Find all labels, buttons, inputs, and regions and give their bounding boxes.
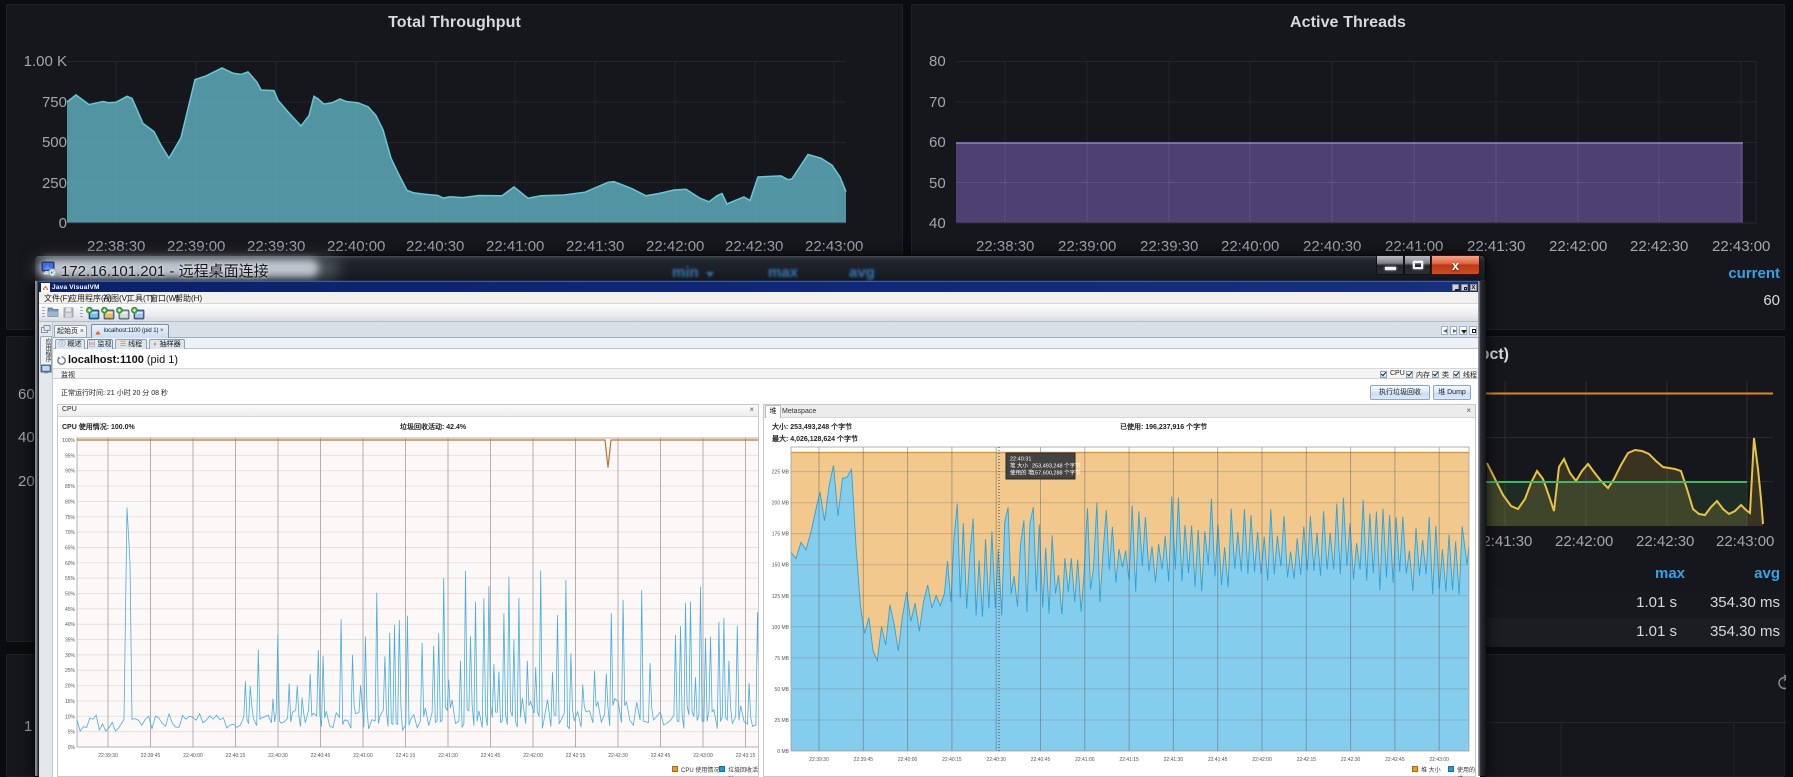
- svg-text:22:39:45: 22:39:45: [854, 757, 874, 763]
- svg-text:22:41:45: 22:41:45: [481, 753, 501, 759]
- svg-text:22:42:15: 22:42:15: [566, 753, 586, 759]
- svg-text:22:42:45: 22:42:45: [651, 753, 671, 759]
- svg-text:95%: 95%: [65, 453, 76, 459]
- svg-text:65%: 65%: [65, 546, 76, 552]
- svg-text:40%: 40%: [65, 622, 76, 628]
- svg-text:22:41:30: 22:41:30: [438, 753, 458, 759]
- svg-text:125 MB: 125 MB: [772, 594, 790, 600]
- svg-text:22:41:45: 22:41:45: [1208, 757, 1228, 763]
- svg-text:100%: 100%: [62, 438, 75, 444]
- svg-text:45%: 45%: [65, 607, 76, 613]
- svg-text:20%: 20%: [65, 684, 76, 690]
- svg-text:22:41:30: 22:41:30: [1164, 757, 1184, 763]
- svg-text:55%: 55%: [65, 576, 76, 582]
- svg-text:22:40:15: 22:40:15: [226, 753, 246, 759]
- svg-text:22:40:45: 22:40:45: [1031, 757, 1051, 763]
- svg-text:22:39:30: 22:39:30: [98, 753, 118, 759]
- svg-text:22:40:30: 22:40:30: [986, 757, 1006, 763]
- svg-text:22:41:15: 22:41:15: [1119, 757, 1139, 763]
- svg-text:22:43:00: 22:43:00: [1429, 757, 1449, 763]
- svg-text:22:42:15: 22:42:15: [1297, 757, 1317, 763]
- svg-text:150 MB: 150 MB: [772, 563, 790, 569]
- svg-text:0 MB: 0 MB: [777, 749, 789, 755]
- svg-text:22:40:00: 22:40:00: [183, 753, 203, 759]
- svg-text:22:40:31: 22:40:31: [1010, 457, 1031, 463]
- svg-text:22:42:45: 22:42:45: [1385, 757, 1405, 763]
- svg-text:22:42:30: 22:42:30: [608, 753, 628, 759]
- svg-text:0%: 0%: [68, 745, 76, 751]
- svg-text:22:43:15: 22:43:15: [736, 753, 756, 759]
- svg-text:15%: 15%: [65, 699, 76, 705]
- svg-text:25 MB: 25 MB: [775, 718, 790, 724]
- svg-text:200 MB: 200 MB: [772, 501, 790, 507]
- svg-text:22:41:15: 22:41:15: [396, 753, 416, 759]
- svg-text:22:41:00: 22:41:00: [353, 753, 373, 759]
- svg-text:75 MB: 75 MB: [775, 656, 790, 662]
- svg-text:22:40:00: 22:40:00: [898, 757, 918, 763]
- svg-text:22:43:00: 22:43:00: [693, 753, 713, 759]
- svg-text:22:41:00: 22:41:00: [1075, 757, 1095, 763]
- svg-text:225 MB: 225 MB: [772, 470, 790, 476]
- svg-text:80%: 80%: [65, 499, 76, 505]
- svg-text:22:40:30: 22:40:30: [268, 753, 288, 759]
- svg-text:157,600,288 个字节: 157,600,288 个字节: [1032, 469, 1081, 477]
- svg-text:50 MB: 50 MB: [775, 687, 790, 693]
- svg-text:10%: 10%: [65, 714, 76, 720]
- svg-text:25%: 25%: [65, 668, 76, 674]
- svg-text:22:39:30: 22:39:30: [809, 757, 829, 763]
- svg-text:70%: 70%: [65, 530, 76, 536]
- svg-text:253,493,248 个字节: 253,493,248 个字节: [1032, 462, 1081, 470]
- svg-text:30%: 30%: [65, 653, 76, 659]
- svg-text:22:42:00: 22:42:00: [523, 753, 543, 759]
- svg-text:22:42:00: 22:42:00: [1252, 757, 1272, 763]
- svg-text:50%: 50%: [65, 592, 76, 598]
- svg-text:22:40:45: 22:40:45: [311, 753, 331, 759]
- svg-text:90%: 90%: [65, 469, 76, 475]
- svg-text:使用的 堆: 使用的 堆: [1010, 469, 1034, 477]
- svg-text:60%: 60%: [65, 561, 76, 567]
- svg-text:22:39:45: 22:39:45: [141, 753, 161, 759]
- svg-text:22:42:30: 22:42:30: [1341, 757, 1361, 763]
- svg-text:75%: 75%: [65, 515, 76, 521]
- svg-text:堆 大小: 堆 大小: [1010, 462, 1029, 470]
- svg-text:5%: 5%: [68, 730, 76, 736]
- svg-text:22:40:15: 22:40:15: [942, 757, 962, 763]
- svg-text:85%: 85%: [65, 484, 76, 490]
- svg-text:175 MB: 175 MB: [772, 532, 790, 538]
- svg-text:100 MB: 100 MB: [772, 625, 790, 631]
- svg-text:35%: 35%: [65, 638, 76, 644]
